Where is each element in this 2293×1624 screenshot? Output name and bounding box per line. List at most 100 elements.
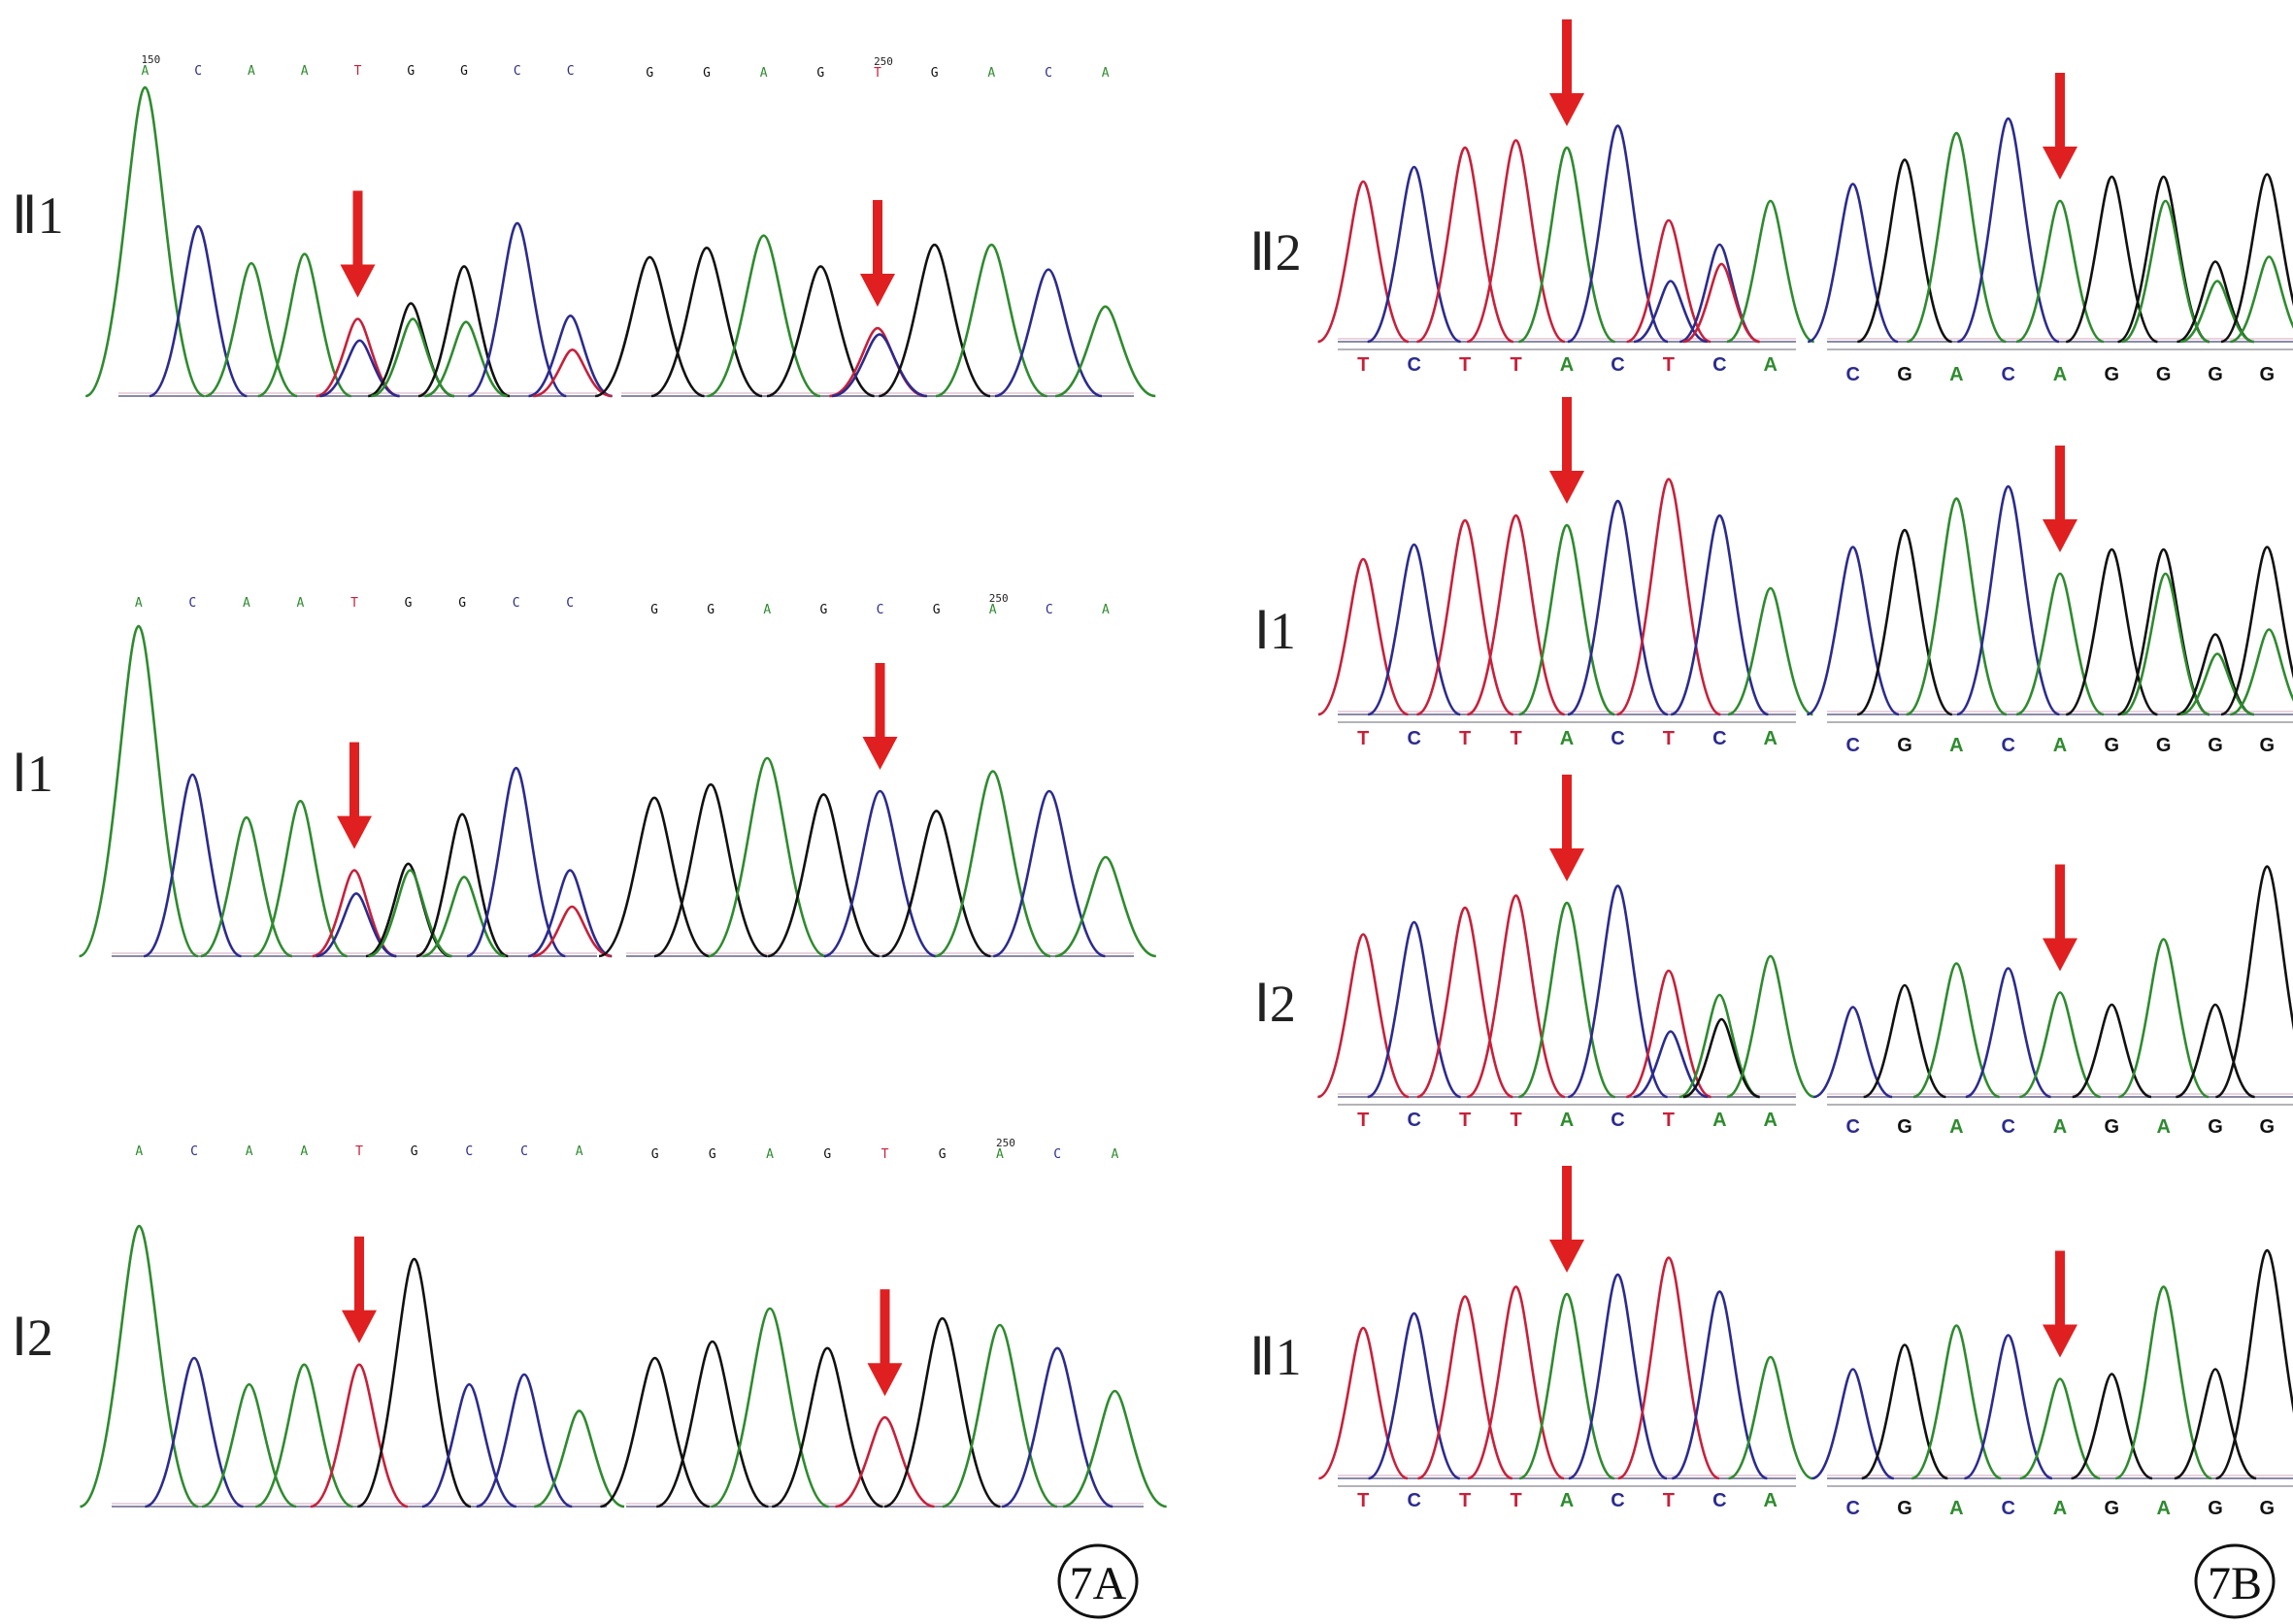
panel-b-row-4-segment-2-base-1: G [1897, 1498, 1912, 1519]
panel-a-row-3-segment-1-peak-2-A [201, 1382, 297, 1508]
panel-b-row-2-segment-2-peak-3-C [1956, 484, 2060, 716]
panel-b-row-1-segment-1-peak-4-A [1517, 146, 1616, 344]
panel-b-row-3-segment-1-base-5: C [1611, 1110, 1624, 1131]
panel-a-label: 7A [1070, 1558, 1127, 1609]
panel-a-row-3-segment-2-base-8: A [1111, 1147, 1118, 1162]
panel-a-row-2-segment-2-base-7: C [1046, 603, 1053, 617]
panel-b-row-2-segment-2-peak-2-A [1906, 497, 2008, 716]
panel-a-row-2-segment-1-base-8: C [566, 596, 574, 611]
panel-a-row-2-label: Ⅰ1 [12, 745, 53, 803]
panel-b-row-2-segment-1-peak-2-T [1415, 518, 1514, 716]
panel-b-row-1-segment-1-peak-6-T [1626, 218, 1711, 344]
panel-a-row-1-segment-1-peak-6-A [424, 320, 508, 398]
panel-a-row-2-segment-2-position-marker: 250 [989, 592, 1009, 605]
panel-b-row-3-segment-1-peak-0-T [1316, 933, 1410, 1099]
panel-b-row-4-segment-2-base-5: G [2105, 1498, 2120, 1519]
panel-a-row-1-segment-1-base-8: C [567, 64, 575, 79]
panel-b-row-2-segment-2-peak-0-C [1806, 546, 1900, 716]
panel-a-row-1-segment-1-position-marker: 150 [141, 53, 160, 66]
panel-b-row-1-segment-2-base-0: C [1845, 364, 1859, 385]
panel-b-row-4-segment-2-mutation-arrow [2043, 1250, 2077, 1358]
panel-a-row-2-segment-2-base-0: G [650, 603, 658, 617]
panel-a-row-3-segment-1-mutation-arrow [342, 1236, 377, 1343]
panel-b-row-1-segment-2-base-7: G [2208, 364, 2223, 385]
panel-a-row-2-segment-2-peak-7-C [992, 789, 1106, 958]
panel-b-row-1-segment-2-peak-1-G [1856, 158, 1953, 344]
panel-b-row-3-segment-2-base-6: A [2156, 1116, 2170, 1138]
panel-b-row-2-segment-1-base-3: T [1510, 728, 1521, 749]
panel-b-row-2-segment-2-base-3: C [2001, 735, 2014, 756]
panel-b-row-4-segment-1-mutation-arrow [1549, 1166, 1584, 1273]
panel-b-row-1-segment-1-peak-8-A [1726, 199, 1815, 344]
panel-a-row-3-segment-2-base-1: G [709, 1147, 716, 1162]
panel-a-row-1-segment-1-base-0: A [141, 64, 149, 79]
panel-a-row-3-segment-2-peak-7-C [1001, 1346, 1113, 1508]
panel-b-row-1-segment-2-mutation-arrow [2043, 73, 2077, 180]
panel-a-row-1-segment-1-peak-1-C [149, 224, 248, 398]
panel-a-row-2-segment-1-base-6: G [458, 596, 466, 611]
panel-b-row-4-segment-2-base-3: C [2001, 1498, 2014, 1519]
panel-b-row-2-segment-2-base-8: G [2260, 735, 2276, 756]
panel-b-row-1-segment-1-peak-7-T [1682, 262, 1761, 344]
panel-b-row-1-segment-2-peak-7-A [2179, 280, 2255, 344]
panel-b-row-3-segment-2-peak-4-A [2018, 991, 2102, 1099]
panel-a-row-1-segment-2-peak-6-A [935, 243, 1047, 398]
panel-a-row-1-segment-1-base-2: A [248, 64, 255, 79]
panel-a-row-2-segment-2-peak-5-G [881, 810, 991, 958]
panel-a-row-3-segment-2-peak-6-A [942, 1323, 1058, 1508]
panel-b-row-4-segment-1-base-0: T [1357, 1490, 1369, 1511]
panel-a-row-3-segment-2-base-4: T [881, 1147, 889, 1162]
panel-a-row-3-segment-2-base-5: G [939, 1147, 947, 1162]
panel-b-row-4-segment-1-peak-6-T [1617, 1256, 1720, 1480]
panel-b-row-2-segment-2-peak-8-G [2220, 546, 2293, 716]
panel-a-row-2-segment-1-peak-8-C [527, 869, 613, 958]
panel-a-row-2-segment-2-peak-4-C [823, 789, 937, 958]
panel-a-row-3-segment-1-base-8: A [576, 1144, 583, 1159]
panel-a-row-2-segment-2-peak-2-A [708, 756, 827, 958]
panel-b-row-2-segment-2-peak-5-G [2065, 547, 2158, 716]
panel-b-row-3-segment-1-peak-3-T [1466, 894, 1566, 1099]
panel-a-row-3-segment-2-base-0: G [651, 1147, 659, 1162]
panel-b-row-4-segment-2-peak-8-G [2215, 1248, 2293, 1480]
panel-a-row-2-segment-1-base-4: T [350, 596, 358, 611]
panel-a-row-1-segment-2-base-7: C [1045, 66, 1052, 81]
panel-a-row-3-segment-1-base-4: T [355, 1144, 363, 1159]
panel-a-row-3-segment-2-base-7: C [1053, 1147, 1061, 1162]
panel-b-row-3-segment-1-peak-2-T [1416, 906, 1513, 1099]
panel-b-row-4-segment-2-peak-5-G [2071, 1373, 2153, 1480]
panel-b-row-1-segment-1-base-4: A [1560, 354, 1574, 376]
panel-b-row-1-segment-1-base-5: C [1611, 354, 1624, 376]
panel-a-row-1-segment-1-peak-8-C [528, 315, 614, 398]
panel-a-row-2-segment-1-base-7: C [513, 596, 520, 611]
panel-a-row-3-segment-1-peak-1-C [145, 1356, 244, 1508]
panel-a-row-1-segment-2-position-marker: 250 [874, 55, 893, 68]
panel-a-row-1-segment-2-peak-5-G [879, 243, 991, 398]
panel-b-row-2-segment-1-base-4: A [1560, 728, 1574, 749]
panel-a-row-3-segment-1-base-1: C [190, 1144, 198, 1159]
panel-b-row-4-segment-2-peak-1-G [1861, 1343, 1948, 1480]
panel-a-row-1-segment-2-peak-8-A [1054, 305, 1156, 398]
panel-a-row-1-segment-2-peak-2-A [707, 234, 821, 398]
panel-b-row-1-segment-2-base-6: G [2156, 364, 2172, 385]
panel-a-row-2-segment-2-peak-8-A [1054, 855, 1157, 958]
panel-a-row-1-segment-1-base-4: T [354, 64, 362, 79]
panel-a-row-1-segment-1-peak-3-A [257, 252, 352, 398]
panel-b-row-2-segment-1-base-2: T [1459, 728, 1471, 749]
panel-b-row-2-segment-1-peak-0-T [1317, 557, 1409, 716]
panel-b-row-2-segment-2-base-6: G [2156, 735, 2172, 756]
panel-a-row-3-label: Ⅰ2 [12, 1309, 53, 1367]
panel-b-row-3-segment-2-peak-8-G [2214, 865, 2293, 1099]
panel-b-row-1-segment-1-base-1: C [1407, 354, 1420, 376]
panel-b-row-4-segment-2-peak-4-A [2019, 1377, 2101, 1480]
panel-b-row-4-segment-2-peak-2-A [1911, 1324, 2002, 1480]
panel-b-row-4-segment-1-peak-5-C [1568, 1273, 1668, 1480]
panel-a-row-2-segment-2-peak-3-G [767, 793, 881, 958]
panel-b-row-2-segment-1-peak-8-A [1727, 586, 1813, 716]
panel-b-row-4-segment-2-base-8: G [2260, 1498, 2276, 1519]
panel-b-row-3-segment-2-peak-2-A [1912, 962, 2001, 1099]
